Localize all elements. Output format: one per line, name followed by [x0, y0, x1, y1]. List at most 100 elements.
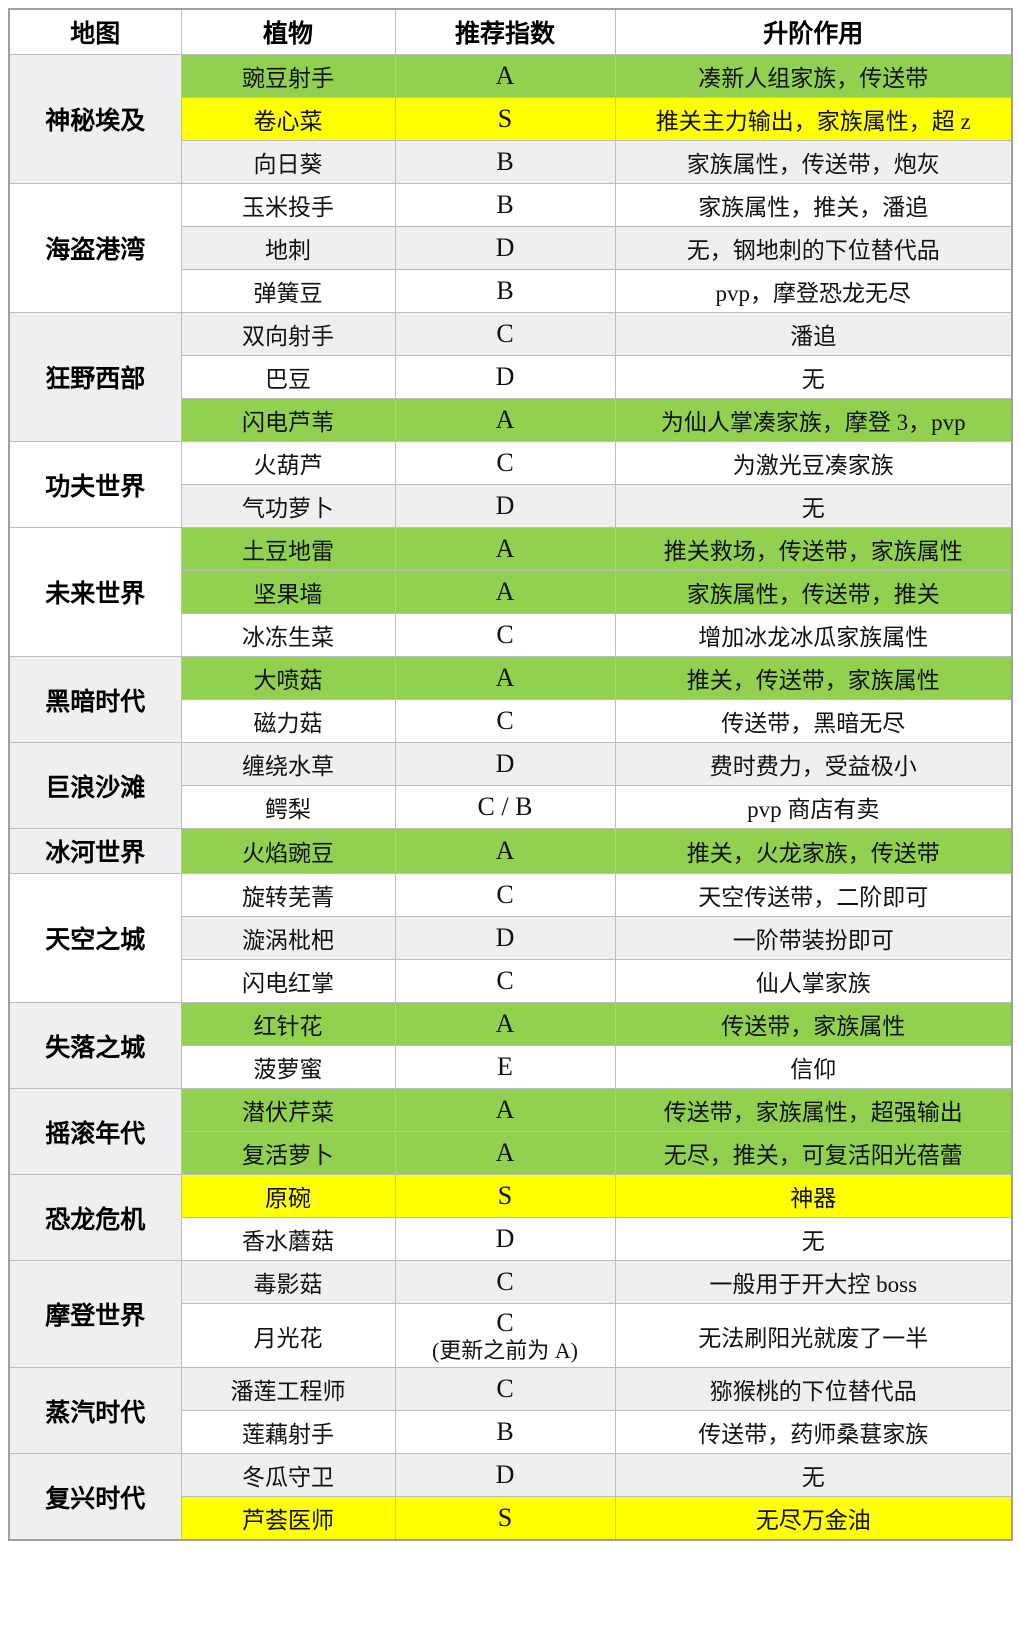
rating-cell: D: [394, 1217, 616, 1261]
map-cell: 失落之城: [8, 1002, 182, 1089]
table-row: 复活萝卜 A 无尽，推关，可复活阳光蓓蕾: [9, 1131, 1013, 1175]
table-row: 闪电芦苇 A 为仙人掌凑家族，摩登 3，pvp: [9, 398, 1013, 442]
effect-cell: 传送带，家族属性: [614, 1002, 1013, 1046]
effect-cell: 无尽万金油: [614, 1496, 1013, 1541]
table-row: 摇滚年代 潜伏芹菜 A 传送带，家族属性，超强输出: [8, 1088, 1013, 1175]
plant-cell: 气功萝卜: [180, 484, 396, 528]
effect-cell: 推关救场，传送带，家族属性: [614, 527, 1013, 571]
table-row: 蒸汽时代 潘莲工程师 C 猕猴桃的下位替代品: [8, 1367, 1013, 1455]
rating-cell: S: [394, 1496, 616, 1541]
rating-cell: D: [394, 1453, 616, 1498]
plant-cell: 原碗: [180, 1174, 396, 1218]
rating-cell: D: [394, 916, 616, 960]
map-cell: 恐龙危机: [8, 1174, 182, 1261]
table-body: 神秘埃及 豌豆射手 A 凑新人组家族，传送带 卷心菜 S 推关主力输出，家族属性，超 z 向日…: [8, 54, 1013, 1541]
plant-cell: 莲藕射手: [180, 1410, 396, 1455]
table-row: 冰河世界 火焰豌豆 A 推关，火龙家族，传送带: [8, 828, 1013, 874]
effect-cell: 天空传送带，二阶即可: [614, 873, 1013, 917]
plant-cell: 大喷菇: [180, 656, 396, 700]
effect-cell: 家族属性，推关，潘追: [614, 183, 1013, 227]
table-row: 未来世界 土豆地雷 A 推关救场，传送带，家族属性: [8, 527, 1013, 657]
map-cell: 冰河世界: [8, 828, 182, 874]
header-map: 地图: [8, 8, 182, 55]
effect-cell: pvp 商店有卖: [614, 785, 1013, 829]
plant-cell: 漩涡枇杷: [180, 916, 396, 960]
effect-cell: 潘追: [614, 312, 1013, 356]
effect-cell: 无: [614, 1217, 1013, 1261]
effect-cell: 一般用于开大控 boss: [614, 1260, 1013, 1304]
effect-cell: 为仙人掌凑家族，摩登 3，pvp: [614, 398, 1013, 442]
table-row: 芦荟医师 S 无尽万金油: [9, 1496, 1013, 1541]
rating-cell: A: [394, 570, 616, 614]
effect-cell: 无: [614, 484, 1013, 528]
effect-cell: 猕猴桃的下位替代品: [614, 1367, 1013, 1412]
table-row: 摩登世界 毒影菇 C 一般用于开大控 boss: [8, 1259, 1013, 1369]
effect-cell: 凑新人组家族，传送带: [614, 54, 1013, 98]
rating-cell: S: [394, 97, 616, 141]
rating-cell: A: [394, 1002, 616, 1046]
rating-cell: E: [394, 1045, 616, 1089]
table-row: 卷心菜 S 推关主力输出，家族属性，超 z: [9, 97, 1013, 141]
plant-cell: 月光花: [180, 1302, 396, 1369]
rating-cell: C: [394, 959, 616, 1003]
table-row: 海盗港湾 玉米投手 B 家族属性，推关，潘追: [8, 183, 1013, 313]
rating-cell: C: [394, 312, 616, 356]
plant-cell: 土豆地雷: [180, 527, 396, 571]
map-cell: 摩登世界: [8, 1259, 182, 1369]
table-row: 恐龙危机 原碗 S 神器: [8, 1174, 1013, 1261]
rating-cell: A: [394, 54, 616, 98]
header-plant: 植物: [180, 8, 396, 55]
table-row: 莲藕射手 B 传送带，药师桑葚家族: [9, 1410, 1013, 1455]
effect-cell: 无法刷阳光就废了一半: [614, 1302, 1013, 1369]
effect-cell: 无，钢地刺的下位替代品: [614, 226, 1013, 270]
rating-cell: A: [394, 1131, 616, 1175]
effect-cell: 信仰: [614, 1045, 1013, 1089]
plant-cell: 复活萝卜: [180, 1131, 396, 1175]
rating-cell: A: [394, 656, 616, 700]
table-row: 闪电红掌 C 仙人掌家族: [9, 959, 1013, 1003]
plant-cell: 卷心菜: [180, 97, 396, 141]
plant-cell: 坚果墙: [180, 570, 396, 614]
effect-cell: 增加冰龙冰瓜家族属性: [614, 613, 1013, 657]
rating-cell: C: [394, 1260, 616, 1304]
plant-cell: 潘莲工程师: [180, 1367, 396, 1412]
map-cell: 蒸汽时代: [8, 1367, 182, 1455]
table-row: 失落之城 红针花 A 传送带，家族属性: [8, 1002, 1013, 1089]
rating-cell: C: [394, 613, 616, 657]
effect-cell: 传送带，家族属性，超强输出: [614, 1088, 1013, 1132]
table-row: 功夫世界 火葫芦 C 为激光豆凑家族: [8, 441, 1013, 528]
rating-cell: C (更新之前为 A): [394, 1302, 616, 1369]
effect-cell: 传送带，药师桑葚家族: [614, 1410, 1013, 1455]
table-row: 巴豆 D 无: [9, 355, 1013, 399]
rating-cell: D: [394, 484, 616, 528]
plant-cell: 冬瓜守卫: [180, 1453, 396, 1498]
plant-cell: 豌豆射手: [180, 54, 396, 98]
plant-cell: 缠绕水草: [180, 742, 396, 786]
plant-cell: 向日葵: [180, 140, 396, 184]
effect-cell: 神器: [614, 1174, 1013, 1218]
plant-cell: 菠萝蜜: [180, 1045, 396, 1089]
plant-cell: 芦荟医师: [180, 1496, 396, 1541]
plant-cell: 冰冻生菜: [180, 613, 396, 657]
plant-cell: 双向射手: [180, 312, 396, 356]
plant-cell: 鳄梨: [180, 785, 396, 829]
map-cell: 摇滚年代: [8, 1088, 182, 1175]
effect-cell: 推关，火龙家族，传送带: [614, 828, 1013, 874]
rating-cell: C: [394, 699, 616, 743]
table-row: 天空之城 旋转芜菁 C 天空传送带，二阶即可: [8, 873, 1013, 1003]
map-cell: 功夫世界: [8, 441, 182, 528]
rating-cell: A: [394, 828, 616, 874]
header-effect: 升阶作用: [614, 8, 1013, 55]
rating-cell: S: [394, 1174, 616, 1218]
plant-cell: 红针花: [180, 1002, 396, 1046]
table-row: 月光花 C (更新之前为 A) 无法刷阳光就废了一半: [9, 1302, 1013, 1369]
rating-cell: A: [394, 1088, 616, 1132]
effect-cell: 传送带，黑暗无尽: [614, 699, 1013, 743]
table-row: 向日葵 B 家族属性，传送带，炮灰: [9, 140, 1013, 184]
table-row: 冰冻生菜 C 增加冰龙冰瓜家族属性: [9, 613, 1013, 657]
rating-cell: A: [394, 398, 616, 442]
header-rating: 推荐指数: [394, 8, 616, 55]
rating-cell: B: [394, 269, 616, 313]
